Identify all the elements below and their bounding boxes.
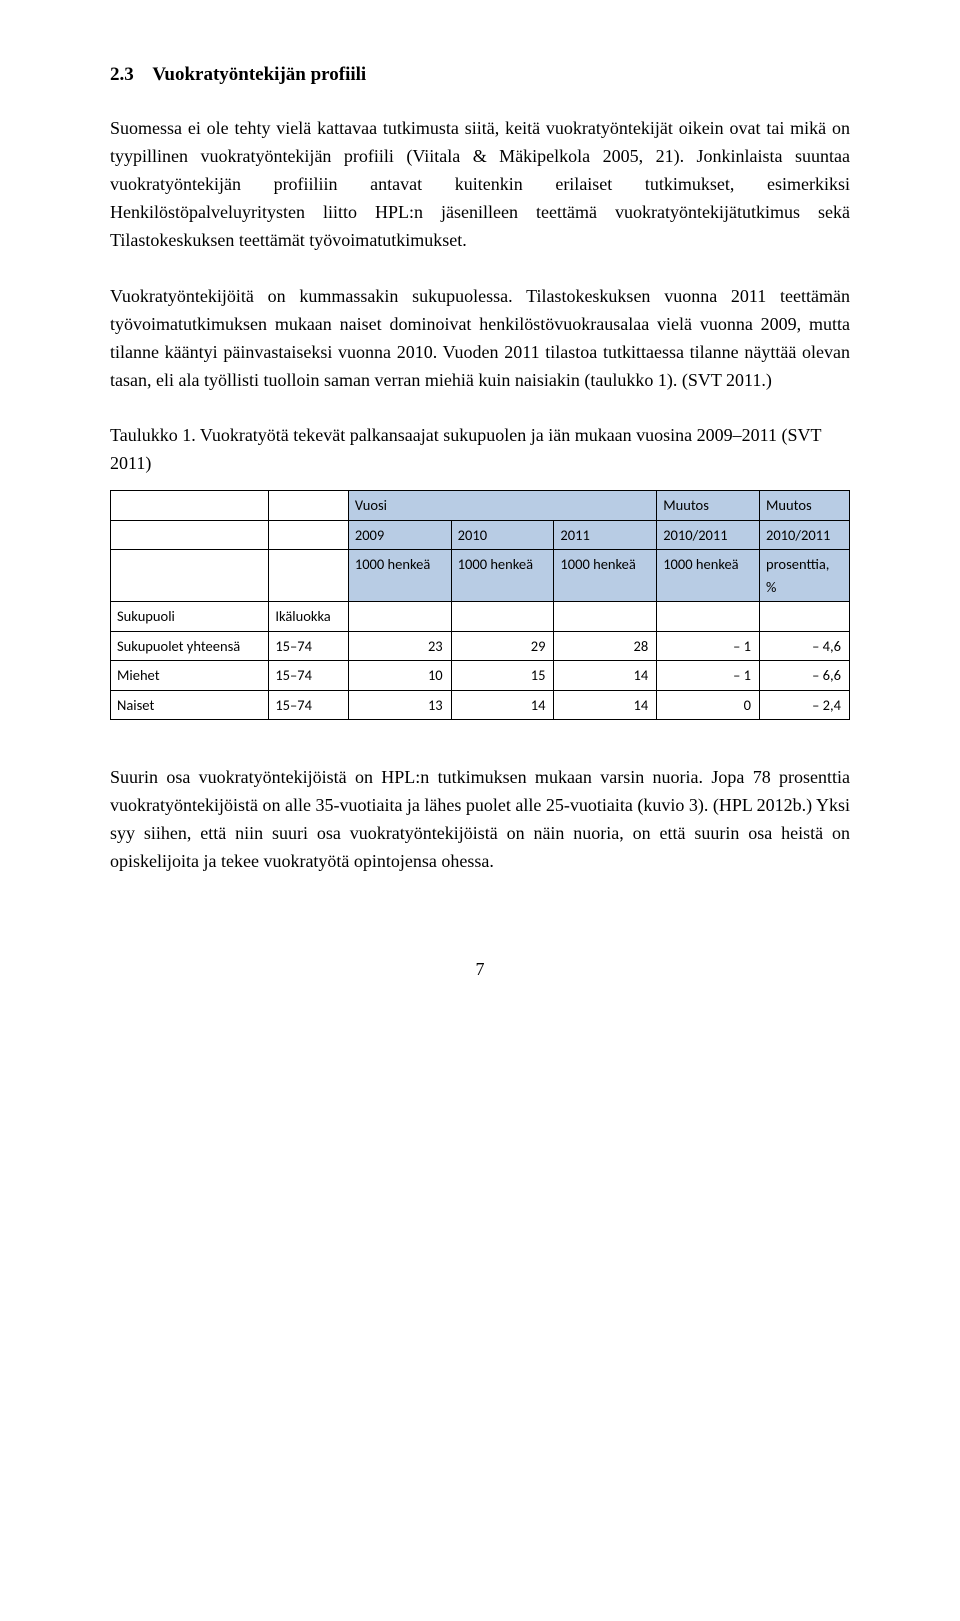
row-2011: 14	[554, 690, 657, 719]
header-ikaluokka: Ikäluokka	[269, 602, 349, 631]
row-age: 15–74	[269, 690, 349, 719]
row-2009: 13	[348, 690, 451, 719]
header-sukupuoli: Sukupuoli	[111, 602, 269, 631]
section-heading: 2.3 Vuokratyöntekijän profiili	[110, 60, 850, 89]
header-blank	[269, 550, 349, 602]
row-2011: 28	[554, 631, 657, 660]
table-header-row-2: 2009 2010 2011 2010/2011 2010/2011	[111, 520, 850, 549]
header-unit-5b: %	[766, 578, 776, 596]
paragraph-3: Suurin osa vuokratyöntekijöistä on HPL:n…	[110, 764, 850, 876]
header-blank	[269, 520, 349, 549]
table-header-row-4: Sukupuoli Ikäluokka	[111, 602, 850, 631]
header-unit-5: prosenttia, %	[759, 550, 849, 602]
section-title: Vuokratyöntekijän profiili	[152, 64, 366, 85]
table-caption: Taulukko 1. Vuokratyötä tekevät palkansa…	[110, 422, 850, 478]
table-row: Naiset 15–74 13 14 14 0 – 2,4	[111, 690, 850, 719]
header-blank	[269, 491, 349, 520]
row-label: Miehet	[111, 661, 269, 690]
table-row: Miehet 15–74 10 15 14 – 1 – 6,6	[111, 661, 850, 690]
header-blank	[111, 491, 269, 520]
header-ratio-1: 2010/2011	[657, 520, 760, 549]
page-container: 2.3 Vuokratyöntekijän profiili Suomessa …	[0, 0, 960, 1023]
section-number: 2.3	[110, 64, 134, 85]
paragraph-2: Vuokratyöntekijöitä on kummassakin sukup…	[110, 283, 850, 395]
row-pct: – 4,6	[759, 631, 849, 660]
row-age: 15–74	[269, 661, 349, 690]
row-2010: 29	[451, 631, 554, 660]
header-vuosi: Vuosi	[348, 491, 656, 520]
header-blank	[348, 602, 451, 631]
paragraph-1: Suomessa ei ole tehty vielä kattavaa tut…	[110, 115, 850, 254]
data-table: Vuosi Muutos Muutos 2009 2010 2011 2010/…	[110, 490, 850, 720]
page-number: 7	[110, 956, 850, 984]
table-row: Sukupuolet yhteensä 15–74 23 29 28 – 1 –…	[111, 631, 850, 660]
header-ratio-2: 2010/2011	[759, 520, 849, 549]
header-muutos-2: Muutos	[759, 491, 849, 520]
row-diff: 0	[657, 690, 760, 719]
row-label: Naiset	[111, 690, 269, 719]
header-blank	[657, 602, 760, 631]
header-unit-2: 1000 henkeä	[451, 550, 554, 602]
row-2011: 14	[554, 661, 657, 690]
header-blank	[554, 602, 657, 631]
row-age: 15–74	[269, 631, 349, 660]
header-blank	[759, 602, 849, 631]
header-unit-1: 1000 henkeä	[348, 550, 451, 602]
row-2010: 14	[451, 690, 554, 719]
row-pct: – 2,4	[759, 690, 849, 719]
table-header-row-3: 1000 henkeä 1000 henkeä 1000 henkeä 1000…	[111, 550, 850, 602]
row-2009: 10	[348, 661, 451, 690]
header-blank	[451, 602, 554, 631]
row-pct: – 6,6	[759, 661, 849, 690]
table-header-row-1: Vuosi Muutos Muutos	[111, 491, 850, 520]
row-label: Sukupuolet yhteensä	[111, 631, 269, 660]
row-2010: 15	[451, 661, 554, 690]
header-unit-5a: prosenttia,	[766, 555, 829, 573]
header-unit-3: 1000 henkeä	[554, 550, 657, 602]
row-diff: – 1	[657, 661, 760, 690]
header-blank	[111, 550, 269, 602]
header-2011: 2011	[554, 520, 657, 549]
header-muutos-1: Muutos	[657, 491, 760, 520]
header-2010: 2010	[451, 520, 554, 549]
row-2009: 23	[348, 631, 451, 660]
row-diff: – 1	[657, 631, 760, 660]
header-2009: 2009	[348, 520, 451, 549]
header-blank	[111, 520, 269, 549]
header-unit-4: 1000 henkeä	[657, 550, 760, 602]
